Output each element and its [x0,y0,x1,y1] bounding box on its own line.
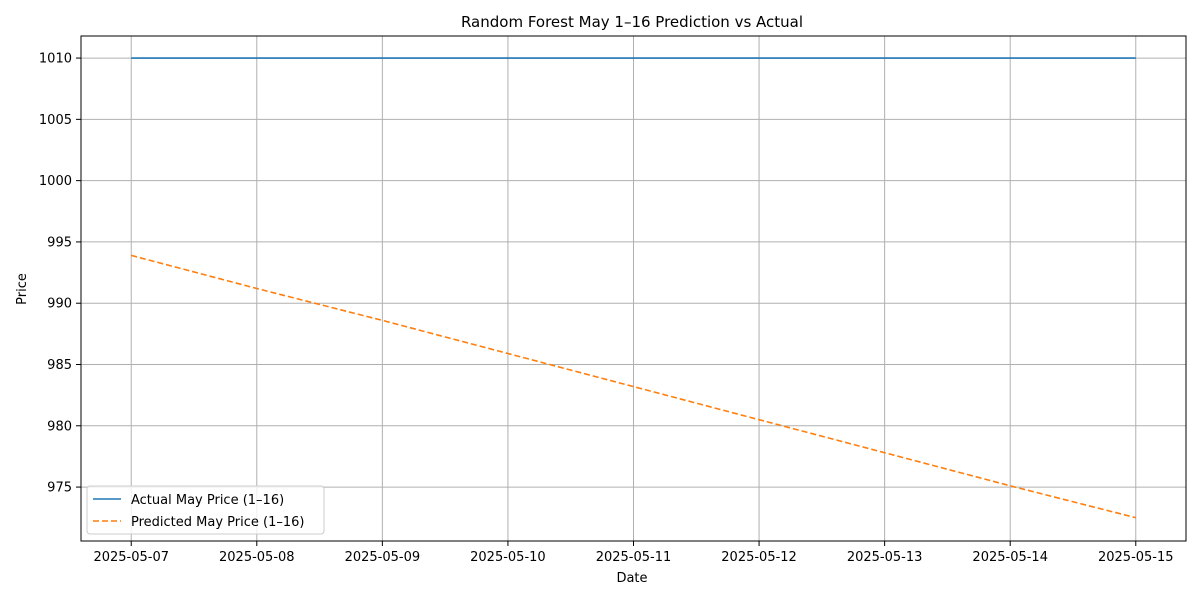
y-axis-ticks: 975 980 985 990 995 1000 1005 1010 [39,52,81,496]
series-lines [130,57,1136,519]
legend-label-predicted: Predicted May Price (1–16) [131,515,304,530]
x-tick-label: 2025-05-14 [972,550,1048,565]
x-tick-label: 2025-05-09 [345,550,421,565]
grid [81,36,1186,541]
x-tick-label: 2025-05-12 [721,550,797,565]
x-axis-label: Date [616,571,647,586]
y-tick-label: 1010 [39,52,72,67]
y-tick-label: 980 [47,419,72,434]
y-tick-label: 975 [47,481,72,496]
legend: Actual May Price (1–16) Predicted May Pr… [86,485,325,535]
x-tick-label: 2025-05-15 [1098,550,1174,565]
y-tick-label: 1005 [39,113,72,128]
legend-box [86,485,325,535]
x-tick-label: 2025-05-08 [219,550,295,565]
x-tick-label: 2025-05-13 [847,550,923,565]
y-tick-label: 985 [47,358,72,373]
y-tick-label: 990 [47,297,72,312]
y-tick-label: 1000 [39,174,72,189]
x-tick-label: 2025-05-11 [596,550,672,565]
chart-title: Random Forest May 1–16 Prediction vs Act… [461,13,803,31]
legend-label-actual: Actual May Price (1–16) [131,493,284,508]
y-axis-label: Price [15,273,30,305]
x-tick-label: 2025-05-10 [470,550,546,565]
x-axis-ticks: 2025-05-07 2025-05-08 2025-05-09 2025-05-10… [93,541,1174,565]
x-tick-label: 2025-05-07 [93,550,169,565]
y-tick-label: 995 [47,235,72,250]
series-line-predicted [130,254,1136,519]
